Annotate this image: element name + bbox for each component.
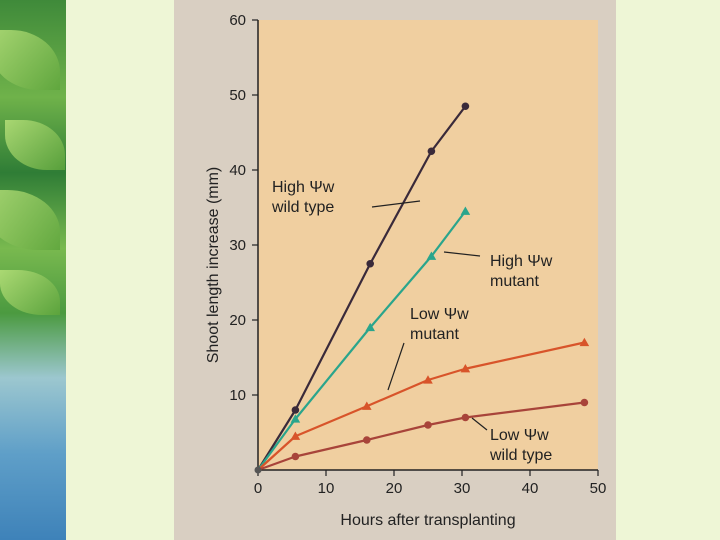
data-point [426, 251, 437, 260]
y-tick-label: 50 [229, 87, 246, 104]
data-point [291, 452, 300, 461]
x-tick-label: 0 [254, 480, 262, 497]
leaf-decoration [0, 0, 66, 540]
annotation-leader [387, 342, 405, 391]
data-point [427, 147, 436, 156]
data-point [291, 406, 300, 414]
x-tick-label: 50 [590, 480, 607, 497]
data-point [290, 414, 301, 423]
series-3 [257, 398, 589, 472]
annotation-leader [371, 200, 421, 208]
data-point [460, 206, 471, 215]
y-tick-label: 40 [229, 162, 246, 179]
series-line [257, 401, 585, 472]
annotation-line: Low Ψw [490, 427, 549, 444]
data-point [363, 436, 371, 444]
annotation-line: High Ψw [272, 179, 335, 196]
data-point [362, 401, 372, 410]
leaf-shape [5, 120, 65, 170]
data-point [290, 431, 301, 440]
data-point [461, 102, 470, 111]
origin-point [254, 466, 262, 474]
y-axis-title: Shoot length increase (mm) [205, 167, 222, 364]
line-chart: 0 10 20 30 40 50 10 20 30 40 50 60 Hours after trans… [205, 12, 607, 529]
data-point [461, 413, 470, 422]
series-line [257, 341, 585, 471]
leaf-shape [0, 190, 60, 250]
annotation-leader [471, 417, 488, 431]
data-point [365, 322, 375, 332]
x-tick-label: 30 [454, 480, 471, 497]
annotation-line: mutant [410, 326, 459, 343]
y-tick-label: 60 [229, 12, 246, 29]
series-2 [257, 337, 590, 471]
y-tick-label: 20 [229, 312, 246, 329]
data-point [460, 363, 471, 373]
annotation-line: High Ψw [490, 253, 553, 270]
leaf-shape [0, 30, 60, 90]
data-point [580, 398, 589, 407]
data-point [424, 421, 432, 429]
leaf-shape [0, 270, 60, 315]
series-line [257, 105, 467, 471]
data-point [423, 375, 433, 384]
x-tick-label: 20 [386, 480, 403, 497]
data-point [579, 337, 590, 347]
textbook-photo: 0 10 20 30 40 50 10 20 30 40 50 60 Hours after trans… [174, 0, 616, 540]
annotation-leader [443, 251, 481, 257]
annotation-line: mutant [490, 273, 539, 290]
x-axis-title: Hours after transplanting [340, 512, 515, 529]
series-1 [257, 206, 471, 471]
x-tick-label: 40 [522, 480, 539, 497]
data-point [366, 259, 374, 268]
y-tick-label: 10 [229, 387, 246, 404]
series-annotation: Low Ψw mutant [387, 306, 469, 391]
series-0 [257, 102, 470, 471]
series-annotation: Low Ψw wild type [471, 417, 552, 464]
annotation-line: wild type [271, 199, 334, 216]
series-annotation: High Ψw wild type [271, 179, 421, 216]
annotation-line: Low Ψw [410, 306, 469, 323]
series-annotation: High Ψw mutant [443, 251, 553, 290]
y-tick-label: 30 [229, 237, 246, 254]
annotation-line: wild type [489, 447, 552, 464]
x-tick-label: 10 [318, 480, 335, 497]
